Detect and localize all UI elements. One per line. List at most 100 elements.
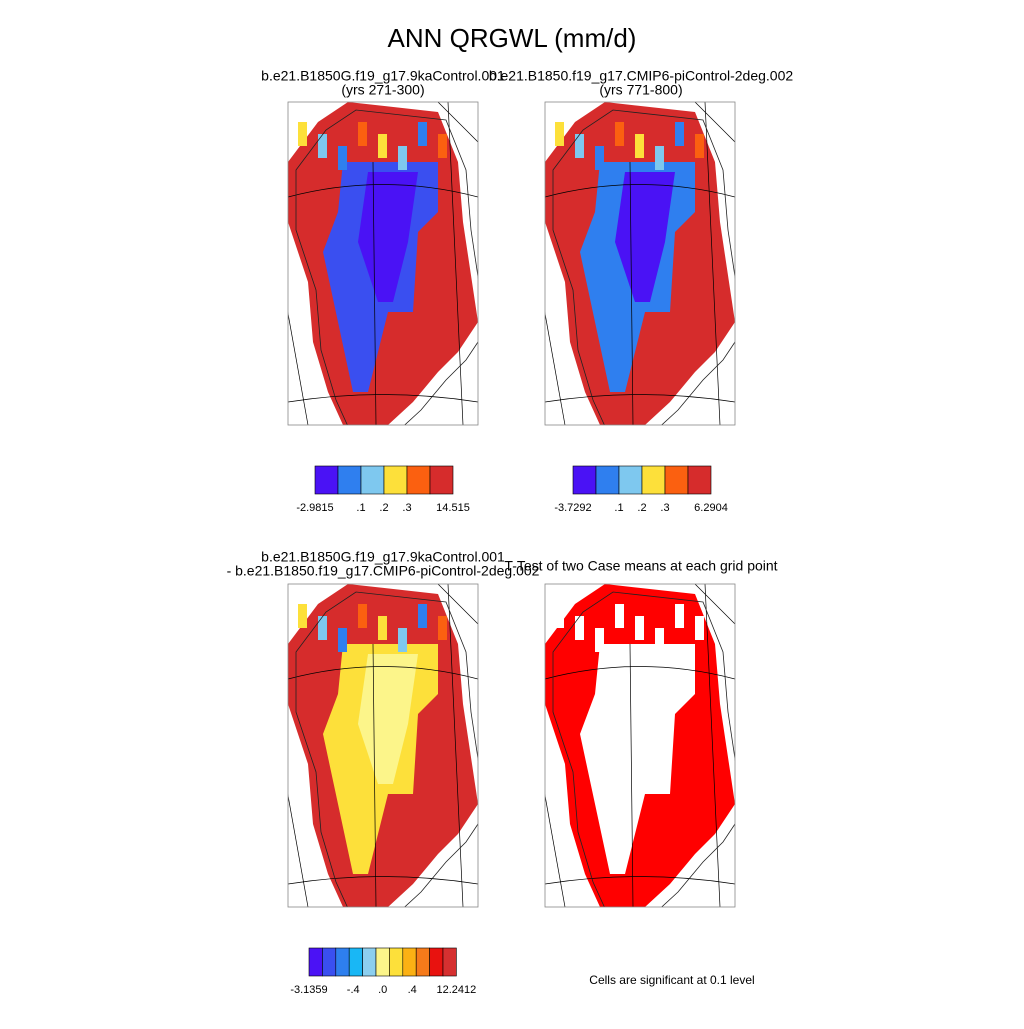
coastal-cell — [338, 146, 347, 170]
coastal-cell — [595, 628, 604, 652]
colorbar-label: -2.9815 — [296, 502, 333, 514]
map-content — [288, 102, 478, 425]
interior-core — [615, 654, 675, 784]
panel-title: b.e21.B1850G.f19_g17.9kaControl.001 — [261, 68, 505, 84]
colorbar-box — [362, 947, 377, 977]
coastal-cell — [338, 628, 347, 652]
coastal-cell — [655, 146, 664, 170]
coastal-cell — [675, 122, 684, 146]
colorbar-box — [687, 465, 712, 495]
coastal-cell — [575, 616, 584, 640]
coastal-cell — [675, 604, 684, 628]
panel-subtitle: (yrs 771-800) — [599, 82, 682, 98]
coastal-cell — [318, 134, 327, 158]
colorbar-box — [348, 947, 363, 977]
colorbar-box — [664, 465, 689, 495]
coastal-cell — [438, 134, 447, 158]
panel-title: b.e21.B1850G.f19_g17.9kaControl.001 — [261, 549, 505, 565]
panel-title: b.e21.B1850.f19_g17.CMIP6-piControl-2deg… — [489, 68, 794, 84]
colorbar-label: 12.2412 — [437, 984, 477, 996]
graticule — [288, 102, 478, 425]
colorbar-label: .2 — [637, 502, 646, 514]
panel-note: Cells are significant at 0.1 level — [589, 973, 754, 987]
coastal-cell — [298, 122, 307, 146]
colorbar-box — [383, 465, 408, 495]
coastal-cell — [635, 134, 644, 158]
colorbar-box — [360, 465, 385, 495]
coastal-cell — [595, 146, 604, 170]
coastline — [552, 591, 735, 907]
coastal-cell — [378, 616, 387, 640]
coastal-cell — [358, 604, 367, 628]
map-content — [288, 584, 478, 907]
colorbar-label: .3 — [660, 502, 669, 514]
coastal-cell — [318, 616, 327, 640]
colorbar-label: 6.2904 — [694, 502, 728, 514]
coastline — [295, 109, 478, 425]
colorbar-box — [322, 947, 337, 977]
colorbar-box — [314, 465, 339, 495]
interior-core — [615, 172, 675, 302]
colorbar-label: .4 — [408, 984, 417, 996]
panel-title: T-Test of two Case means at each grid po… — [504, 558, 777, 574]
colorbar-box — [337, 465, 362, 495]
colorbar-label: 14.515 — [436, 502, 470, 514]
coastal-cell — [418, 604, 427, 628]
map-panel — [544, 101, 736, 426]
panel-frame — [544, 101, 736, 426]
coastal-cell — [358, 122, 367, 146]
colorbar-box — [641, 465, 666, 495]
colorbar-label: .3 — [402, 502, 411, 514]
panel-frame — [544, 583, 736, 908]
colorbar: -2.9815 .1 .2 .3 14.515 — [296, 465, 470, 514]
colorbar-label: -3.7292 — [554, 502, 591, 514]
coastline — [552, 109, 735, 425]
colorbar-box — [406, 465, 431, 495]
coastal-cell — [555, 604, 564, 628]
graticule — [288, 584, 478, 907]
coastal-cell — [695, 616, 704, 640]
colorbar-box — [442, 947, 457, 977]
coastal-cell — [655, 628, 664, 652]
coastal-cell — [398, 628, 407, 652]
colorbar-box — [375, 947, 390, 977]
map-content — [545, 102, 735, 425]
coastal-cell — [555, 122, 564, 146]
coastal-cell — [575, 134, 584, 158]
coastal-cell — [418, 122, 427, 146]
coastal-cell — [398, 146, 407, 170]
colorbar-box — [415, 947, 430, 977]
panel-frame — [287, 101, 479, 426]
coastal-cell — [635, 616, 644, 640]
map-panel — [287, 583, 479, 908]
colorbar-label: .0 — [378, 984, 387, 996]
coastal-cell — [298, 604, 307, 628]
colorbar-label: .1 — [356, 502, 365, 514]
colorbar-box — [595, 465, 620, 495]
colorbar-label: .1 — [614, 502, 623, 514]
colorbar-box — [308, 947, 323, 977]
colorbar: -3.1359 -.4 .0 .4 12.2412 — [290, 947, 477, 996]
colorbar-label: -.4 — [347, 984, 360, 996]
panel-frame — [287, 583, 479, 908]
interior-core — [358, 172, 418, 302]
colorbar-box — [429, 465, 454, 495]
colorbar-box — [618, 465, 643, 495]
coastal-cell — [438, 616, 447, 640]
colorbar-box — [335, 947, 350, 977]
panel-subtitle: - b.e21.B1850.f19_g17.CMIP6-piControl-2d… — [227, 563, 540, 579]
colorbar-box — [402, 947, 417, 977]
colorbar-box — [429, 947, 444, 977]
coastal-cell — [695, 134, 704, 158]
colorbar-box — [389, 947, 404, 977]
coastal-cell — [615, 604, 624, 628]
panel-subtitle: (yrs 271-300) — [341, 82, 424, 98]
figure-title: ANN QRGWL (mm/d) — [388, 23, 637, 53]
map-panel — [287, 101, 479, 426]
coastal-cell — [378, 134, 387, 158]
map-panel — [544, 583, 736, 908]
graticule — [545, 584, 735, 907]
map-content — [545, 584, 735, 907]
